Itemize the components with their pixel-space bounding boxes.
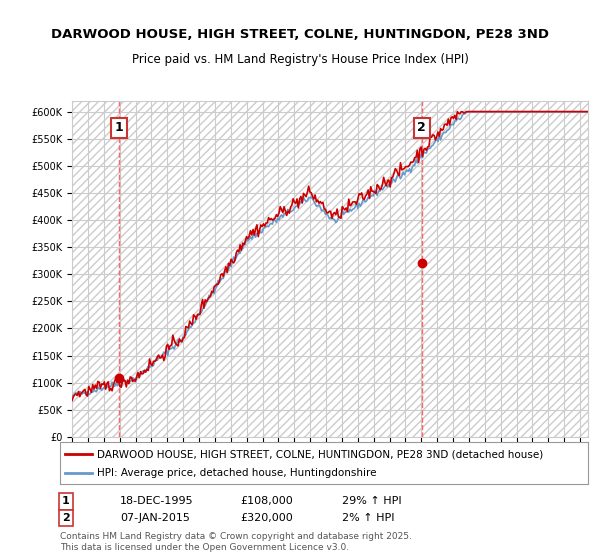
Text: DARWOOD HOUSE, HIGH STREET, COLNE, HUNTINGDON, PE28 3ND (detached house): DARWOOD HOUSE, HIGH STREET, COLNE, HUNTI…: [97, 449, 543, 459]
Text: Contains HM Land Registry data © Crown copyright and database right 2025.
This d: Contains HM Land Registry data © Crown c…: [60, 532, 412, 552]
Text: £320,000: £320,000: [240, 513, 293, 523]
Text: 07-JAN-2015: 07-JAN-2015: [120, 513, 190, 523]
Text: 18-DEC-1995: 18-DEC-1995: [120, 496, 194, 506]
Bar: [72, 101, 588, 437]
Text: 2: 2: [418, 122, 426, 134]
Text: 2: 2: [62, 513, 70, 523]
Text: HPI: Average price, detached house, Huntingdonshire: HPI: Average price, detached house, Hunt…: [97, 468, 376, 478]
Text: 2% ↑ HPI: 2% ↑ HPI: [342, 513, 395, 523]
Text: 29% ↑ HPI: 29% ↑ HPI: [342, 496, 401, 506]
Text: 1: 1: [115, 122, 124, 134]
Text: Price paid vs. HM Land Registry's House Price Index (HPI): Price paid vs. HM Land Registry's House …: [131, 53, 469, 66]
Text: £108,000: £108,000: [240, 496, 293, 506]
Text: DARWOOD HOUSE, HIGH STREET, COLNE, HUNTINGDON, PE28 3ND: DARWOOD HOUSE, HIGH STREET, COLNE, HUNTI…: [51, 28, 549, 41]
Text: 1: 1: [62, 496, 70, 506]
